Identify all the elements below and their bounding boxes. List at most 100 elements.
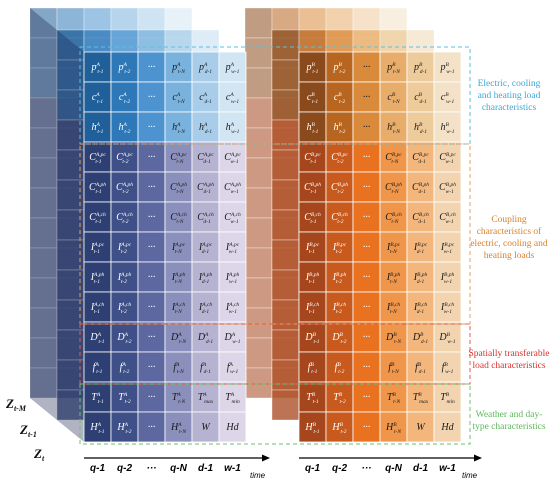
cell-sub: t-N [177,189,184,195]
time-tick-label: q-N [170,463,187,474]
cell-symbol: T [198,392,205,403]
cell-sub: min [232,399,241,405]
cell-sub: t-N [394,429,401,435]
cell-sup: B,pc [309,242,319,248]
cell-sub: t-2 [336,309,342,315]
cell-symbol: h [307,122,312,133]
back-cell [29,157,58,189]
cell-label: cB d-1 [414,92,427,105]
cell [406,321,435,353]
cell-label: CB,ch w-1 [439,212,456,225]
cell-sub: t-2 [121,279,127,285]
cell-label: CB,ch t-2 [331,212,348,225]
cell-label: W [201,422,211,433]
cell-sub: t-1 [97,69,103,75]
back-cell [271,299,300,331]
time-tick-label: q-1 [90,463,105,474]
cell-text: ··· [363,182,371,193]
cell-sup: A,ch [120,302,131,308]
cell [110,81,139,113]
cell-text: ··· [148,92,156,103]
cell-label: HB t-1 [304,422,319,435]
cell-sub: d-1 [206,339,214,345]
cell-symbol: C [412,212,419,223]
cell-sub: t-2 [123,189,129,195]
cell [191,201,220,233]
cell-label: IA,ch t-2 [117,302,132,315]
cell-sub: d-1 [204,189,212,195]
cell-symbol: I [117,242,122,253]
cell-symbol: C [89,182,96,193]
cell [352,411,381,443]
cell-symbol: h [440,122,445,133]
cell-text: ··· [148,362,156,373]
cell-label: IA,pc d-1 [198,242,213,255]
cell-sub: t-1 [98,339,104,345]
cell-sub: t-2 [338,369,344,375]
cell-symbol: f [308,362,312,373]
cell-sub: t-N [175,279,182,285]
cell-label: IB,pc d-1 [413,242,428,255]
cell-sub: w-1 [445,219,454,225]
cell-symbol: I [198,272,203,283]
cell-sub: t-2 [121,309,127,315]
cell-sub: t-N [178,129,185,135]
annotation-line: load characteristics [472,361,545,371]
annotation-line: Electric, cooling [478,79,541,89]
cell-label: ··· [363,362,371,373]
cell-label: cB t-N [387,92,400,105]
cell-label: IB,ch t-N [386,302,401,315]
cell [352,81,381,113]
cell-symbol: C [412,182,419,193]
cell-sub: d-1 [417,309,425,315]
cell-symbol: h [226,122,231,133]
cell-sub: w-1 [444,309,453,315]
cell-sup: B,ch [446,212,456,218]
cell-symbol: D [331,332,340,343]
cell-symbol: C [89,212,96,223]
cell-sub: w-1 [230,219,239,225]
cell-sup: A [203,92,208,98]
cell-symbol: C [89,152,96,163]
cell-label: HB t-2 [331,422,346,435]
cell-sub: d-1 [203,219,211,225]
cell-label: CB,pc d-1 [412,152,429,165]
cell-symbol: I [117,302,122,313]
cell-sup: B,ph [444,272,454,278]
cell-label: TB t-1 [306,392,319,405]
cell-label: DA t-1 [89,332,104,345]
cell-text: ··· [363,302,371,313]
z-label: Zt [33,446,45,463]
cell-symbol: D [438,332,447,343]
cell-sup: A,ch [122,212,133,218]
cell-symbol: c [387,92,392,103]
cell-sup: B,ph [392,182,402,188]
cell-sup: B [311,92,315,98]
cell-label: ··· [148,182,156,193]
cell-text: ··· [148,122,156,133]
cell-label: DA t-N [170,332,186,345]
cell-symbol: C [197,152,204,163]
back-cell [244,97,273,129]
cell-sub: t-N [391,219,398,225]
cell-label: fA d-1 [200,362,211,375]
cell-symbol: f [388,362,392,373]
cell-sub: t-N [390,309,397,315]
cell-symbol: c [92,92,97,103]
cell-label: ··· [148,242,156,253]
back-cell [271,29,300,61]
cell [325,111,354,143]
cell-label: TA t-1 [91,392,104,405]
cell-symbol: h [199,122,204,133]
back-cell [271,209,300,241]
cell [352,351,381,383]
cell-label: IA,pc w-1 [225,242,240,255]
back-cell [244,337,273,369]
cell-label: IB,ph t-1 [305,272,320,285]
back-cell [244,367,273,399]
cell-label: IA,pc t-1 [90,242,105,255]
back-cell [271,119,300,151]
cell-sup: B,ch [444,302,454,308]
cell [352,141,381,173]
back-cell [244,7,273,39]
